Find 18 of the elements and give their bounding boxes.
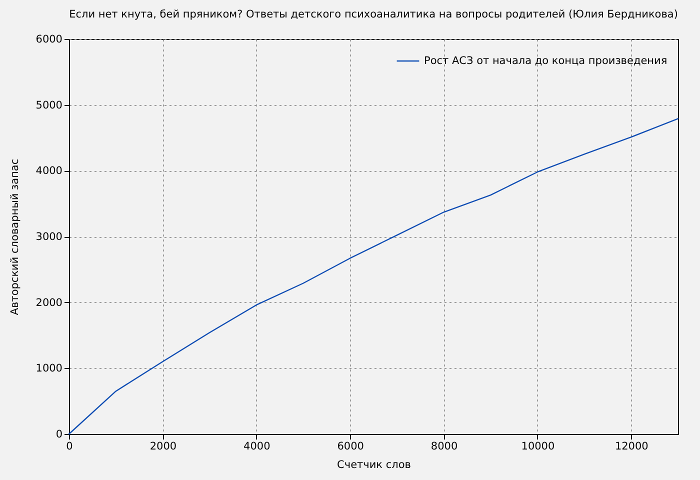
x-tick-label: 0 — [66, 440, 73, 452]
y-axis-title: Авторский словарный запас — [8, 158, 21, 316]
x-tick-label: 4000 — [244, 440, 270, 452]
y-tick-label: 4000 — [36, 165, 62, 178]
y-tick-label: 5000 — [36, 99, 62, 112]
x-axis-title: Счетчик слов — [337, 459, 411, 471]
legend-label: Рост АСЗ от начала до конца произведения — [424, 55, 668, 67]
y-tick-label: 0 — [56, 428, 62, 440]
x-tick-label: 6000 — [337, 440, 364, 452]
chart-title: Если нет кнута, бей пряником? Ответы детского психоаналитика на вопросы родителей (Юлия Бердникова) — [69, 8, 678, 20]
y-tick-label: 6000 — [36, 34, 62, 46]
y-tick-label: 3000 — [36, 231, 62, 243]
y-tick-label: 2000 — [36, 296, 62, 309]
x-tick-label: 2000 — [150, 440, 177, 452]
y-tick-label: 1000 — [36, 362, 62, 375]
x-tick-label: 10000 — [521, 440, 555, 452]
x-tick-label: 12000 — [614, 440, 648, 452]
x-tick-label: 8000 — [430, 440, 458, 452]
